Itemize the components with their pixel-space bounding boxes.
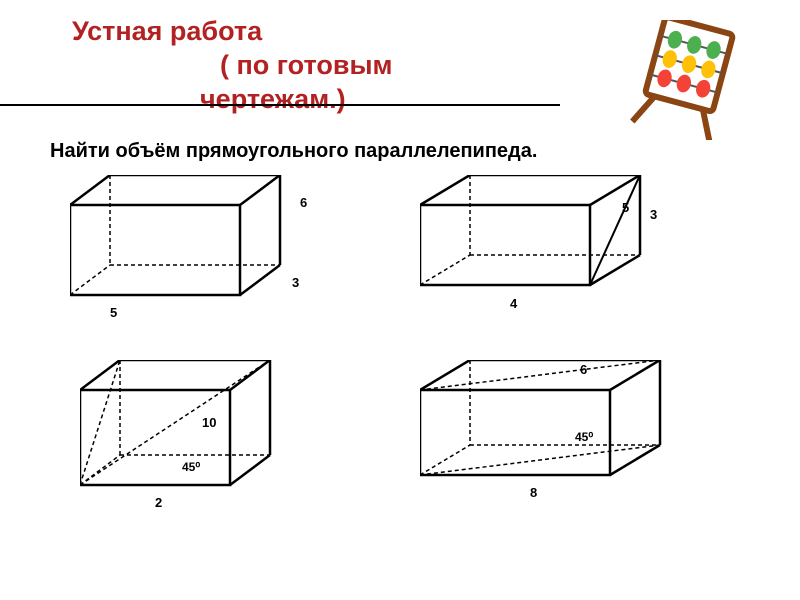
cuboid4-label-top: 6 [580,362,587,377]
divider-line [0,104,560,106]
cuboid3-label-w: 2 [155,495,162,510]
abacus-icon [630,20,750,145]
subtitle: Найти объём прямоугольного параллелепипе… [50,140,537,163]
cuboid2-label-d: 3 [650,207,657,222]
cuboid-3 [80,360,290,515]
cuboid1-label-d: 3 [292,275,299,290]
cuboid-1 [70,175,300,325]
title-line3: чертежам.) [200,84,346,115]
cuboid4-label-angle: 45⁰ [575,430,593,444]
cuboid1-label-h: 6 [300,195,307,210]
cuboid1-label-w: 5 [110,305,117,320]
title-line2: ( по готовым [220,50,393,81]
cuboid2-label-diag: 5 [622,200,629,215]
cuboid4-label-w: 8 [530,485,537,500]
cuboid-4 [420,360,680,505]
cuboid-2 [420,175,660,320]
cuboid3-label-angle: 45⁰ [182,460,200,474]
cuboid3-label-diag: 10 [202,415,216,430]
title-line1: Устная работа [72,16,262,47]
cuboid2-label-w: 4 [510,296,517,311]
